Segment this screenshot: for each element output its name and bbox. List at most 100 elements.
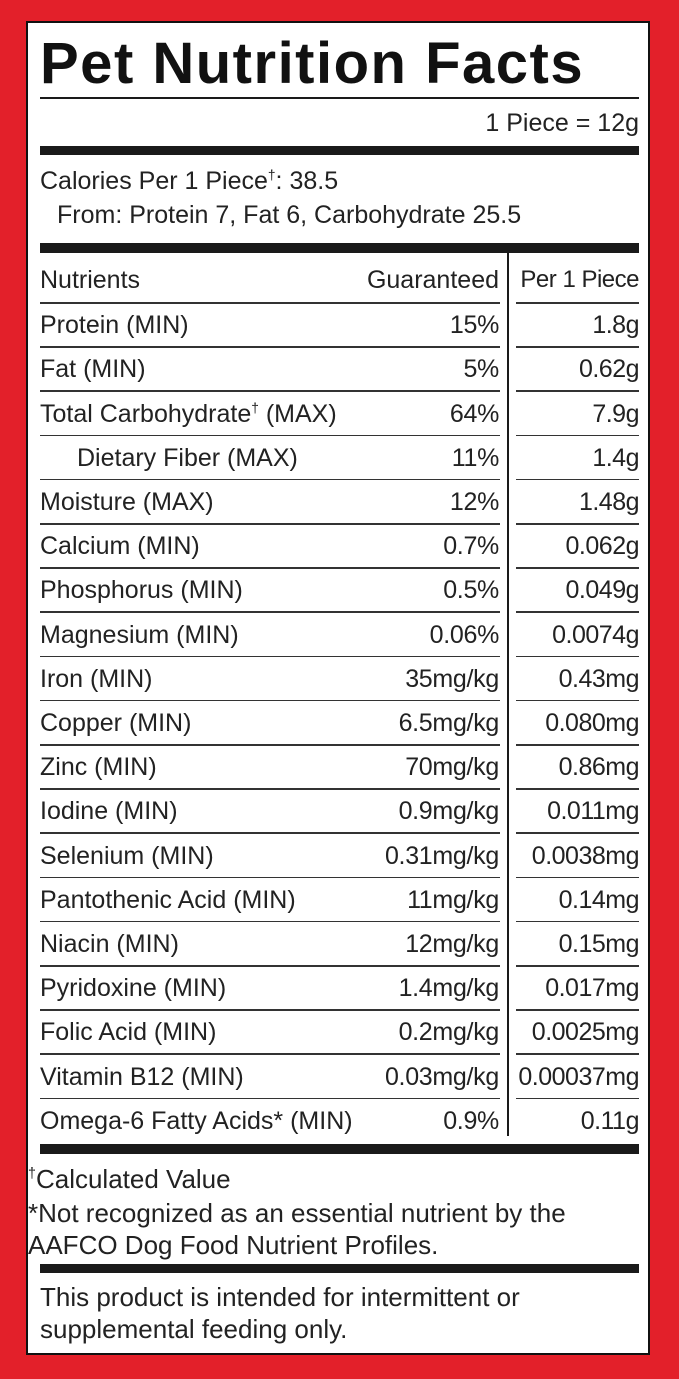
per-piece-value: 0.15mg [558, 929, 640, 958]
row-rule [516, 699, 639, 702]
nutrient-name: Protein (MIN) [40, 311, 189, 340]
per-piece-value: 0.062g [565, 532, 640, 561]
per-piece-value: 1.4g [592, 443, 639, 472]
footnote: *Not recognized as an essential nutrient… [28, 1198, 566, 1260]
rule [40, 97, 639, 99]
row-rule [516, 567, 639, 569]
row-rule [516, 1097, 639, 1100]
row-rule [40, 478, 500, 481]
row-rule [516, 390, 639, 392]
per-piece-value: 0.0074g [552, 620, 639, 649]
per-piece-value: 0.0038mg [531, 841, 640, 870]
per-piece-value: 0.11g [580, 1106, 640, 1135]
nutrient-name: Pyridoxine (MIN) [40, 974, 227, 1003]
thick-rule [40, 243, 639, 253]
column-divider [507, 253, 509, 1136]
nutrient-name: Copper (MIN) [40, 708, 192, 737]
nutrient-name: Selenium (MIN) [40, 841, 214, 870]
guaranteed-value: 11% [451, 443, 500, 472]
nutrient-name: Moisture (MAX) [40, 487, 214, 516]
per-piece-value: 0.017mg [545, 974, 639, 1003]
row-rule [516, 655, 639, 658]
guaranteed-value: 0.5% [443, 576, 499, 605]
row-rule [40, 744, 500, 746]
row-rule [40, 302, 500, 304]
nutrient-name: Total Carbohydrate† (MAX) [40, 399, 337, 428]
per-piece-value: 0.86mg [558, 753, 640, 782]
per-piece-value: 1.8g [592, 311, 639, 340]
guaranteed-value: 35mg/kg [405, 664, 499, 693]
nutrient-name: Omega-6 Fatty Acids* (MIN) [40, 1106, 353, 1135]
guaranteed-value: 0.31mg/kg [384, 841, 499, 870]
row-rule [40, 832, 500, 834]
row-rule [40, 346, 500, 348]
nutrient-name: Fat (MIN) [40, 355, 146, 384]
row-rule [40, 390, 500, 392]
row-rule [516, 920, 639, 923]
per-piece-value: 0.080mg [545, 708, 639, 737]
row-rule [516, 611, 639, 613]
row-rule [516, 1053, 639, 1055]
nutrient-name: Pantothenic Acid (MIN) [40, 885, 296, 914]
per-piece-value: 0.14mg [558, 885, 640, 914]
column-header: Guaranteed [366, 266, 499, 294]
guaranteed-value: 0.2mg/kg [398, 1018, 500, 1047]
per-piece-value: 1.48g [578, 487, 640, 516]
note: This product is intended for intermitten… [40, 1282, 520, 1344]
guaranteed-value: 0.03mg/kg [384, 1062, 499, 1091]
row-rule [40, 1009, 500, 1011]
row-rule [40, 965, 500, 967]
row-rule [516, 478, 639, 481]
row-rule [40, 1097, 500, 1100]
nutrient-name: Magnesium (MIN) [40, 620, 239, 649]
per-piece-value: 0.43mg [558, 664, 640, 693]
thick-rule [40, 1144, 639, 1154]
row-rule [40, 920, 500, 923]
row-rule [516, 832, 639, 834]
row-rule [516, 434, 639, 437]
nutrient-name: Phosphorus (MIN) [40, 576, 243, 605]
row-rule [516, 744, 639, 746]
guaranteed-value: 5% [463, 355, 499, 384]
per-piece-value: 0.049g [565, 576, 640, 605]
nutrient-name: Iodine (MIN) [40, 797, 178, 826]
row-rule [516, 302, 639, 304]
row-rule [516, 876, 639, 879]
nutrient-name: Zinc (MIN) [40, 753, 157, 782]
row-rule [516, 523, 639, 525]
row-rule [516, 346, 639, 348]
guaranteed-value: 12% [449, 487, 499, 516]
per-piece-value: 0.0025mg [531, 1018, 640, 1047]
row-rule [40, 567, 500, 569]
row-rule [40, 523, 500, 525]
title: Pet Nutrition Facts [40, 31, 585, 96]
row-rule [40, 876, 500, 879]
thick-rule [40, 146, 639, 155]
calories-from: From: Protein 7, Fat 6, Carbohydrate 25.… [57, 201, 522, 229]
column-header: Per 1 Piece [520, 266, 639, 293]
nutrient-name: Folic Acid (MIN) [40, 1018, 217, 1047]
guaranteed-value: 70mg/kg [405, 753, 499, 782]
guaranteed-value: 0.06% [429, 620, 500, 649]
serving-size: 1 Piece = 12g [485, 109, 639, 137]
nutrient-name: Calcium (MIN) [40, 532, 200, 561]
row-rule [40, 788, 500, 790]
calories: Calories Per 1 Piece†: 38.5 [40, 167, 339, 195]
per-piece-value: 7.9g [592, 399, 639, 428]
per-piece-value: 0.011mg [547, 797, 639, 826]
row-rule [40, 611, 500, 613]
guaranteed-value: 64% [449, 399, 499, 428]
guaranteed-value: 0.9% [443, 1106, 499, 1135]
guaranteed-value: 6.5mg/kg [398, 708, 500, 737]
nutrient-name: Vitamin B12 (MIN) [40, 1062, 244, 1091]
thick-rule [40, 1264, 639, 1273]
guaranteed-value: 1.4mg/kg [398, 974, 500, 1003]
nutrient-name: Niacin (MIN) [40, 929, 179, 958]
row-rule [516, 965, 639, 967]
per-piece-value: 0.62g [578, 355, 640, 384]
per-piece-value: 0.00037mg [518, 1062, 639, 1091]
guaranteed-value: 0.7% [443, 532, 499, 561]
column-header: Nutrients [40, 266, 141, 294]
guaranteed-value: 0.9mg/kg [398, 797, 500, 826]
